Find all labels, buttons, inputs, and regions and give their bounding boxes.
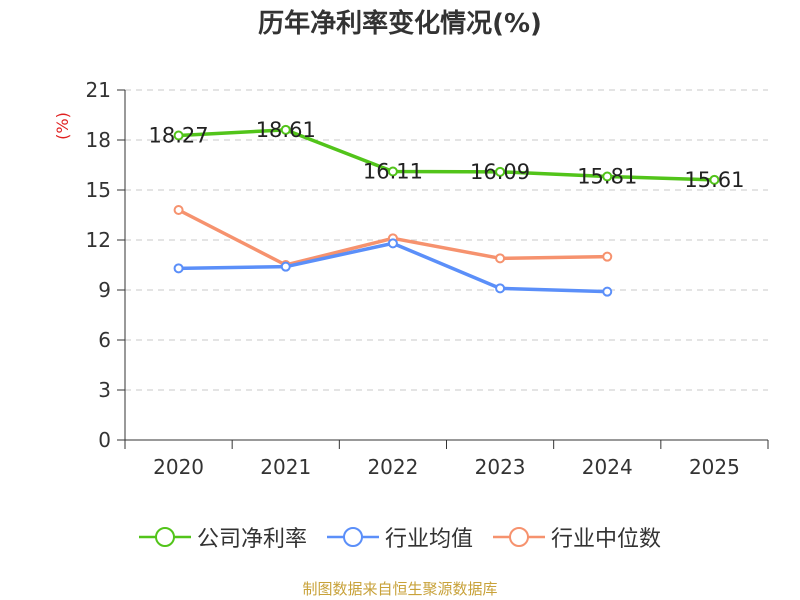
legend-item[interactable]: 行业中位数 [493, 521, 661, 553]
y-tick-label: 6 [98, 328, 111, 352]
data-label: 18.61 [256, 118, 316, 142]
legend: 公司净利率 行业均值 行业中位数 [0, 520, 800, 554]
data-point[interactable] [387, 238, 398, 249]
data-point[interactable] [173, 205, 184, 215]
legend-label: 公司净利率 [196, 527, 307, 552]
legend-item[interactable]: 行业均值 [326, 521, 473, 553]
data-label: 16.11 [363, 160, 423, 184]
data-point[interactable] [173, 130, 184, 141]
data-label: 15.61 [684, 168, 744, 192]
legend-marker-icon [326, 527, 379, 547]
x-tick-label: 2020 [153, 455, 204, 479]
x-tick-label: 2023 [475, 455, 526, 479]
x-tick-label: 2025 [689, 455, 740, 479]
data-label: 15.81 [577, 165, 637, 189]
y-tick-label: 18 [86, 128, 111, 152]
x-tick-label: 2024 [582, 455, 633, 479]
data-point[interactable] [602, 171, 613, 182]
legend-circle [509, 527, 529, 547]
data-point[interactable] [387, 166, 398, 177]
axes: 0 3 6 9 12 15 18 21 2020 2021 2022 2023 2024 2025 [86, 78, 769, 479]
data-point[interactable] [495, 283, 506, 294]
y-tick-label: 9 [98, 278, 111, 302]
data-point[interactable] [602, 286, 613, 297]
y-tick-label: 0 [98, 428, 111, 452]
data-label: 18.27 [149, 124, 209, 148]
data-point[interactable] [495, 253, 506, 264]
y-tick-label: 12 [86, 228, 111, 252]
legend-circle [154, 527, 175, 547]
data-point[interactable] [602, 251, 613, 262]
legend-label: 行业中位数 [551, 527, 662, 552]
legend-marker-icon [493, 527, 545, 547]
y-tick-label: 3 [98, 378, 111, 402]
series-line [178, 128, 715, 182]
y-axis-label: (%) [53, 112, 72, 140]
y-tick-label: 15 [86, 178, 111, 202]
y-tick-label: 21 [86, 78, 111, 102]
legend-item[interactable]: 公司净利率 [138, 521, 307, 553]
chart-title: 历年净利率变化情况(%) [258, 9, 542, 39]
data-labels: 18.27 18.61 16.11 16.09 15.81 15.61 [149, 118, 745, 192]
grid-lines [125, 89, 768, 391]
data-point[interactable] [709, 174, 720, 185]
x-tick-label: 2021 [260, 455, 311, 479]
legend-marker-icon [138, 527, 191, 547]
data-point[interactable] [173, 263, 184, 274]
x-tick-label: 2022 [367, 455, 418, 479]
data-point[interactable] [280, 124, 291, 135]
data-label: 16.09 [470, 160, 530, 184]
legend-label: 行业均值 [384, 527, 473, 552]
source-note: 制图数据来自恒生聚源数据库 [302, 580, 498, 598]
series-line [178, 241, 608, 294]
legend-circle [342, 527, 363, 547]
data-point[interactable] [280, 261, 291, 272]
series-lines [173, 124, 720, 297]
data-point[interactable] [495, 166, 506, 177]
